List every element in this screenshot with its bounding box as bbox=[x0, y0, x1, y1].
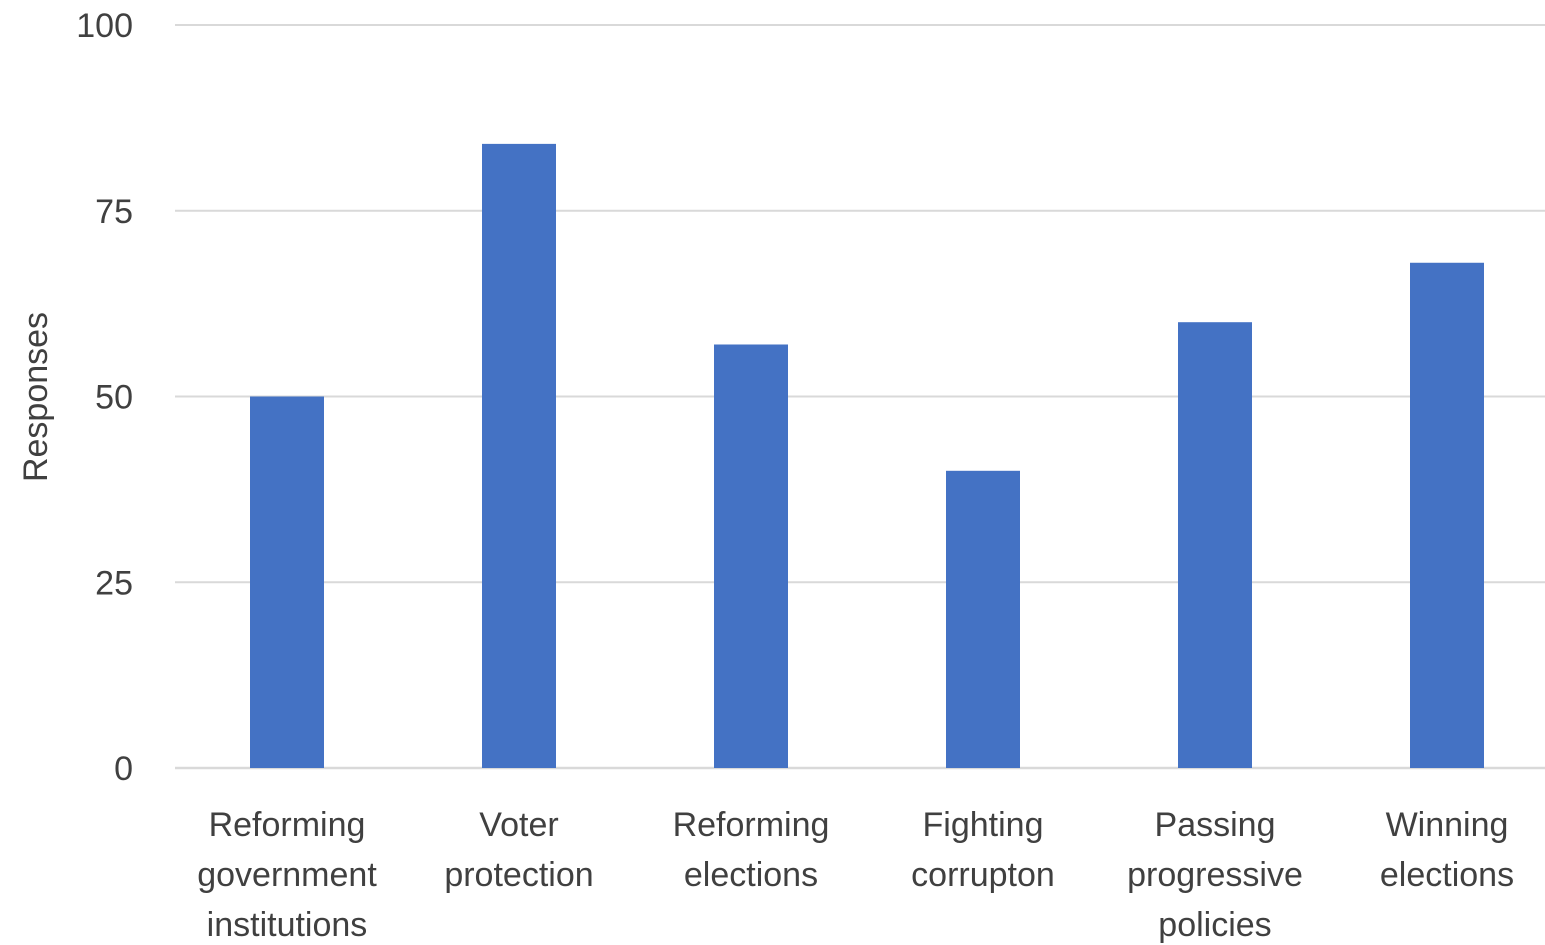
x-category-label: Fighting corrupton bbox=[911, 806, 1055, 894]
y-axis-title: Responses bbox=[17, 312, 55, 482]
x-category-label-line: Voter bbox=[479, 806, 558, 844]
x-category-label: Voter protection bbox=[444, 806, 593, 894]
x-category-label-line: elections bbox=[684, 856, 818, 894]
x-category-label-line: corrupton bbox=[911, 856, 1055, 894]
y-tick-label: 75 bbox=[95, 193, 133, 231]
x-category-label-line: government bbox=[197, 856, 377, 894]
x-category-label-line: policies bbox=[1158, 906, 1271, 944]
gridlines bbox=[175, 24, 1545, 770]
y-tick-label: 25 bbox=[95, 564, 133, 602]
x-category-label-line: protection bbox=[444, 856, 593, 894]
x-category-label-line: Reforming bbox=[673, 806, 830, 844]
x-category-label-line: Fighting bbox=[923, 806, 1044, 844]
bars bbox=[250, 143, 1484, 768]
x-category-label-line: Passing bbox=[1155, 806, 1276, 844]
x-category-label: Passing progressive policies bbox=[1127, 806, 1303, 944]
bar bbox=[250, 396, 324, 768]
x-category-label-line: elections bbox=[1380, 856, 1514, 894]
x-category-label: Winning elections bbox=[1380, 806, 1514, 894]
y-tick-labels: 0 25 50 75 100 bbox=[76, 7, 133, 788]
y-tick-label: 0 bbox=[114, 750, 133, 788]
y-tick-label: 50 bbox=[95, 379, 133, 417]
bar bbox=[946, 470, 1020, 768]
x-category-label: Reforming government institutions bbox=[197, 806, 377, 944]
x-category-label-line: progressive bbox=[1127, 856, 1303, 894]
x-category-label-line: institutions bbox=[207, 906, 368, 944]
x-category-label-line: Reforming bbox=[209, 806, 366, 844]
x-category-label-line: Winning bbox=[1386, 806, 1509, 844]
x-category-label: Reforming elections bbox=[673, 806, 830, 894]
x-category-labels: Reforming government institutions Voter prot… bbox=[197, 806, 1514, 944]
bar bbox=[1410, 262, 1484, 768]
bar bbox=[482, 143, 556, 768]
bar bbox=[1178, 322, 1252, 768]
bar bbox=[714, 344, 788, 768]
y-tick-label: 100 bbox=[76, 7, 133, 45]
